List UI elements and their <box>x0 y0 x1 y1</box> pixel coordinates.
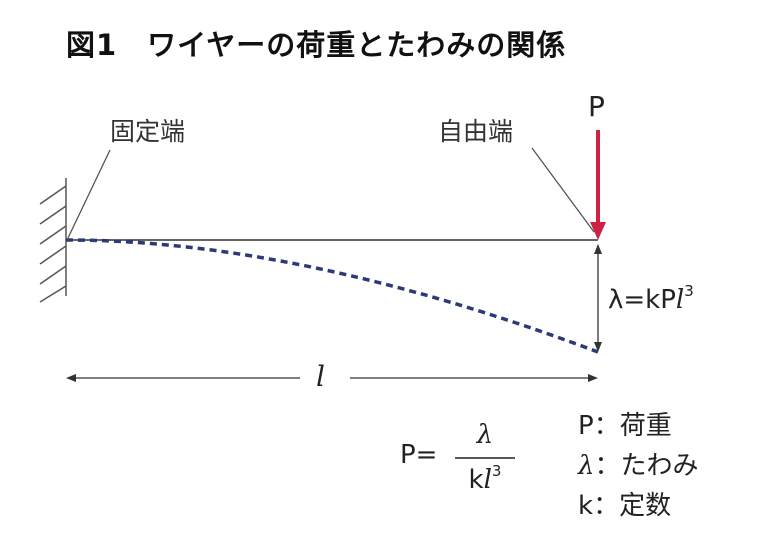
legend-row-deflection: λ：たわみ <box>578 445 699 482</box>
fixed-end-label: 固定端 <box>110 117 186 146</box>
deflection-formula-var: l <box>675 285 685 315</box>
fixed-end-leader <box>67 149 111 239</box>
free-end-leader <box>531 147 595 233</box>
legend-sep: ： <box>593 411 620 441</box>
load-symbol-label: P <box>588 90 605 123</box>
legend-sep: ： <box>593 491 620 521</box>
free-end-label: 自由端 <box>438 117 514 146</box>
deflection-formula: λ=kPl3 <box>608 282 694 315</box>
load-formula-denominator-k: k <box>468 465 484 495</box>
figure-title: 図1 ワイヤーの荷重とたわみの関係 <box>66 28 567 62</box>
legend-meaning: 定数 <box>619 491 672 521</box>
deflection-formula-exp: 3 <box>684 282 694 300</box>
length-symbol: l <box>316 360 325 393</box>
legend-row-constant: k：定数 <box>578 485 671 522</box>
deflection-formula-lhs: λ=kP <box>608 285 676 315</box>
legend-symbol: λ <box>578 451 595 481</box>
wire-deflected-curve <box>65 238 599 354</box>
legend-symbol: P <box>578 411 594 441</box>
legend-meaning: たわみ <box>620 451 699 481</box>
legend-row-load: P：荷重 <box>578 405 672 442</box>
load-formula-denominator-exp: 3 <box>491 462 502 480</box>
load-formula-denominator: kl3 <box>455 462 515 495</box>
load-formula-numerator: λ <box>455 420 515 450</box>
deflection-dimension <box>594 244 602 352</box>
fixed-wall <box>39 178 67 303</box>
legend-meaning: 荷重 <box>619 411 672 441</box>
length-dimension <box>66 374 598 382</box>
legend-sep: ： <box>594 451 621 481</box>
load-formula-lhs: P= <box>400 440 438 470</box>
load-formula-denominator-var: l <box>483 465 492 495</box>
load-formula-numerator-text: λ <box>476 420 494 450</box>
length-symbol-text: l <box>316 360 325 393</box>
load-arrow <box>590 130 606 240</box>
legend-symbol: k <box>578 491 594 521</box>
